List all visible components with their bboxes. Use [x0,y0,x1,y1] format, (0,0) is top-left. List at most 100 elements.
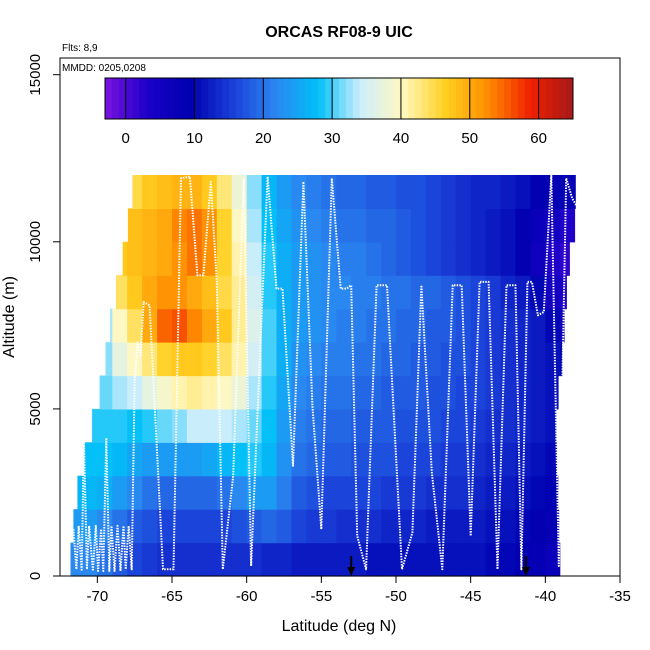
flight-track-layer [72,174,584,572]
heatmap-cell [127,475,143,510]
heatmap-cell [485,342,502,377]
heatmap-cell [127,275,143,310]
heatmap-cell [336,342,352,377]
colorbar-cell [456,78,464,119]
heatmap-cell [116,275,128,310]
heatmap-cell [216,208,233,243]
heatmap-cell [336,241,352,276]
heatmap-cell [132,175,143,209]
colorbar-cell [325,78,333,119]
heatmap-cell [97,408,113,443]
heatmap-cell [321,375,337,410]
heatmap-cell [216,442,233,477]
colorbar-cell [270,78,278,119]
colorbar-cell [421,78,429,119]
y-axis: 0 5000 10000 15000 [27,54,61,580]
heatmap-cell [231,241,248,276]
heatmap-cell [500,208,516,243]
heatmap-cell [261,175,278,209]
colorbar-tick-label: 0 [121,130,129,147]
heatmap-cell [142,208,158,243]
heatmap-cell [122,241,128,276]
colorbar-cell [304,78,312,119]
heatmap-cell [515,241,531,276]
heatmap-cell [530,375,546,410]
heatmap-cell [500,542,516,577]
heatmap-cell [470,308,487,343]
heatmap-cell [381,342,397,377]
heatmap-cell [261,408,278,443]
heatmap-cell [231,275,248,310]
heatmap-cell [485,475,502,510]
y-tick-label: 15000 [27,54,44,96]
heatmap-cell [381,208,397,243]
heatmap-cell [112,375,128,410]
heatmap-cell [306,208,322,243]
heatmap-cell [425,241,442,276]
heatmap-cell [201,509,218,544]
heatmap-cell [366,175,382,209]
heatmap-cell [261,342,278,377]
heatmap-cell [201,342,218,377]
heatmap-cell [470,542,487,577]
colorbar-cell [552,78,560,119]
heatmap-cell [276,342,292,377]
colorbar-cell [476,78,484,119]
colorbar-cell [111,78,120,119]
heatmap-cell [366,208,382,243]
heatmap-cell [231,342,248,377]
heatmap-cell [172,342,188,377]
heatmap-cell [351,375,367,410]
heatmap-cell [306,275,322,310]
heatmap-cell [201,275,218,310]
heatmap-cell [381,275,397,310]
heatmap-cell [470,475,487,510]
heatmap-cell [291,275,307,310]
colorbar-cell [531,78,540,119]
heatmap-cell [172,509,188,544]
heatmap-cell [142,175,158,209]
heatmap-cell [455,475,472,510]
heatmap-cell [216,408,233,443]
heatmap-cell [246,241,263,276]
heatmap-cell [530,275,546,310]
colorbar-cell [366,78,374,119]
heatmap-cell [366,275,382,310]
heatmap-cell [455,208,472,243]
heatmap-cell [201,208,218,243]
colorbar-cell [208,78,216,119]
heatmap-cell [172,375,188,410]
heatmap-cell [440,275,457,310]
heatmap-cell [186,175,203,209]
heatmap-cell [291,342,307,377]
heatmap-cell [231,208,248,243]
y-axis-label: Altitude (m) [1,276,18,358]
heatmap-cell [530,175,546,209]
heatmap-cell [485,308,502,343]
heatmap-cell [351,542,367,577]
heatmap-cell [261,542,278,577]
heatmap-cell [231,442,248,477]
heatmap-cell [112,308,128,343]
heatmap-cell [261,475,278,510]
heatmap-cell [142,408,158,443]
colorbar-tick-label: 20 [255,130,272,147]
heatmap-cell [336,208,352,243]
heatmap-cell [112,408,128,443]
heatmap-cell [276,408,292,443]
colorbar-cell [256,78,264,119]
heatmap-cell [545,175,561,209]
heatmap-cell [545,475,559,510]
heatmap-cell [99,375,113,410]
heatmap-cell [515,275,531,310]
colorbar-cell [387,78,395,119]
heatmap-cell [410,308,427,343]
heatmap-cell [530,475,546,510]
heatmap-cell [425,542,442,577]
colorbar-cell [249,78,257,119]
heatmap-cell [500,275,516,310]
heatmap-cell [172,208,188,243]
heatmap-cell [530,241,546,276]
heatmap-cell [321,442,337,477]
colorbar-cell [318,78,326,119]
